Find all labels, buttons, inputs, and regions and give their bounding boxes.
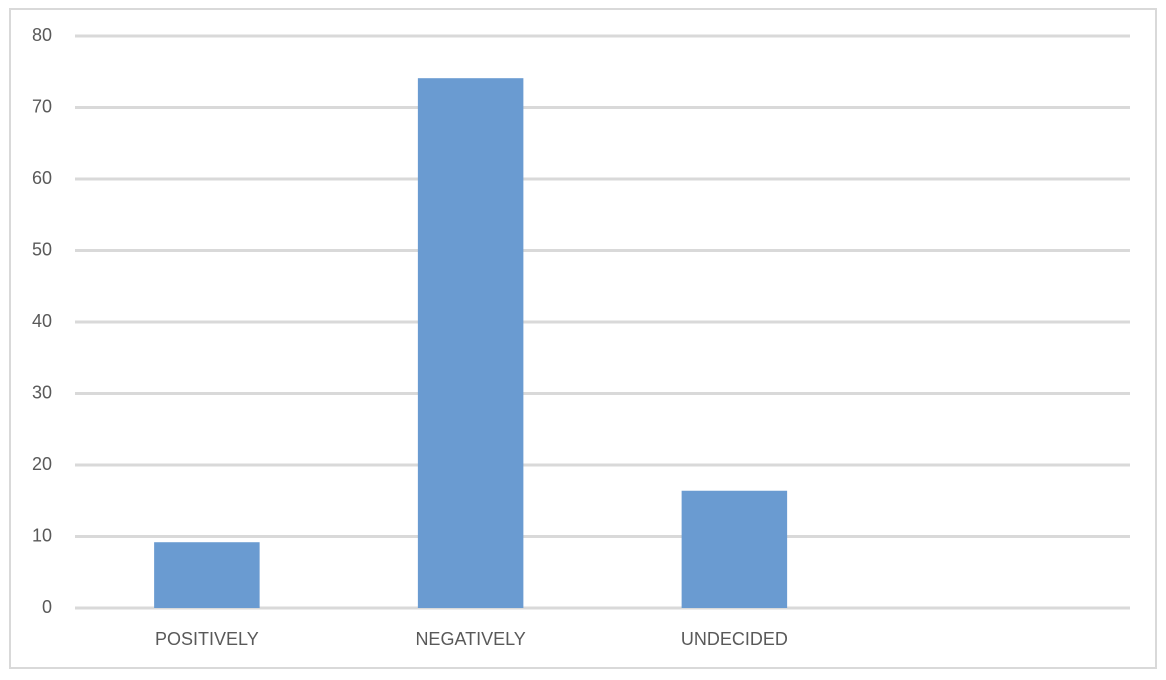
y-tick-label: 50	[32, 239, 52, 259]
y-tick-label: 30	[32, 382, 52, 402]
bar	[417, 78, 524, 608]
x-tick-label: NEGATIVELY	[415, 629, 525, 649]
y-tick-label: 20	[32, 454, 52, 474]
y-tick-label: 40	[32, 311, 52, 331]
y-tick-label: 10	[32, 525, 52, 545]
y-tick-label: 60	[32, 168, 52, 188]
x-tick-label: POSITIVELY	[155, 629, 259, 649]
bar	[681, 490, 788, 608]
x-tick-label: UNDECIDED	[681, 629, 788, 649]
bar	[154, 542, 260, 608]
y-tick-label: 70	[32, 96, 52, 116]
y-tick-label: 80	[32, 25, 52, 45]
y-tick-label: 0	[42, 597, 52, 617]
